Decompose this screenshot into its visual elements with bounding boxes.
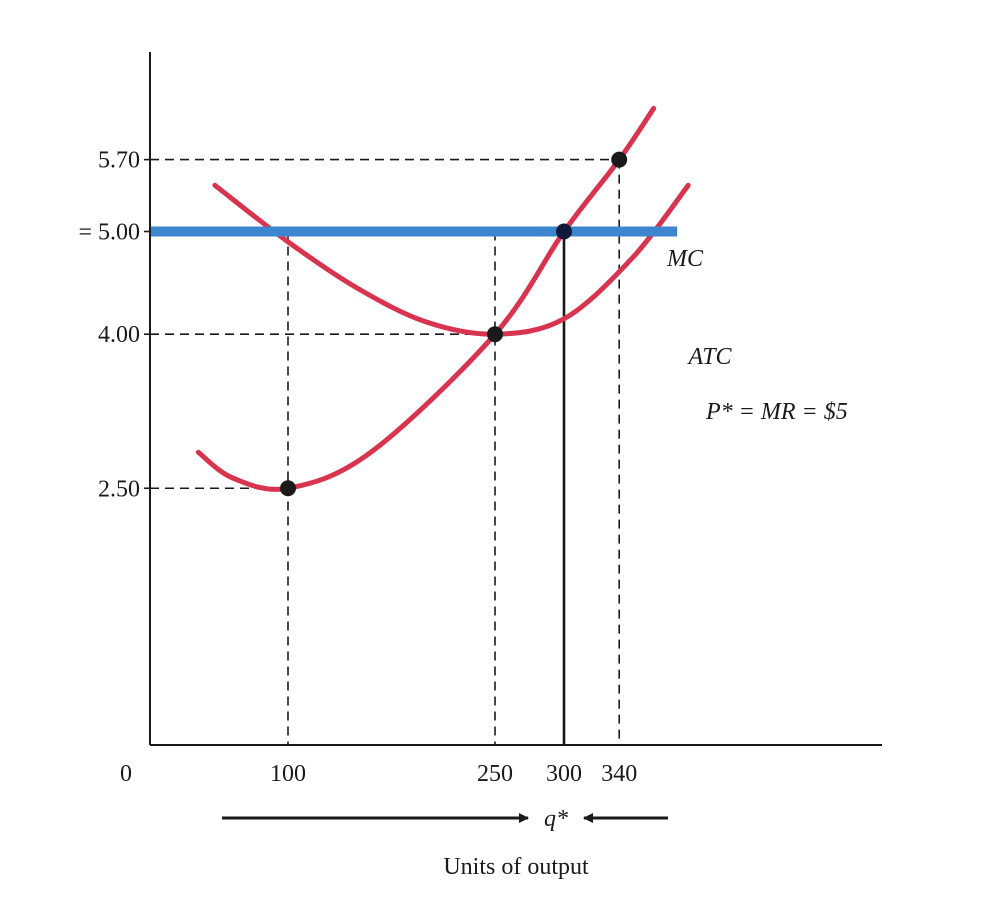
- data-point: [556, 223, 572, 240]
- q-star-label: q*: [544, 806, 568, 832]
- mc-label: MC: [666, 246, 704, 272]
- data-point: [280, 480, 296, 497]
- x-tick-label: 300: [546, 761, 582, 787]
- y-tick-label: 2.50: [98, 476, 140, 502]
- curves: [150, 105, 691, 492]
- reference-lines: [150, 158, 621, 745]
- y-tick-label: = 5.00: [78, 220, 140, 246]
- atc-curve: [212, 182, 691, 337]
- price-label: P* = MR = $5: [705, 399, 848, 425]
- y-tick-label: 5.70: [98, 148, 140, 174]
- x-tick-label: 250: [477, 761, 513, 787]
- data-point: [611, 151, 628, 168]
- x-axis-label: Units of output: [443, 854, 589, 880]
- data-point: [487, 326, 503, 343]
- atc-label: ATC: [686, 344, 732, 370]
- x-tick-label: 340: [601, 761, 637, 787]
- mc-curve: [195, 105, 657, 492]
- tick-labels: 100 250 300 340 5.70 = 5.00 4.00 2.50: [78, 148, 637, 787]
- axes: [149, 52, 882, 746]
- origin-label: 0: [120, 761, 132, 787]
- data-points: [280, 151, 628, 497]
- x-tick-label: 100: [270, 761, 306, 787]
- y-tick-label: 4.00: [98, 322, 140, 348]
